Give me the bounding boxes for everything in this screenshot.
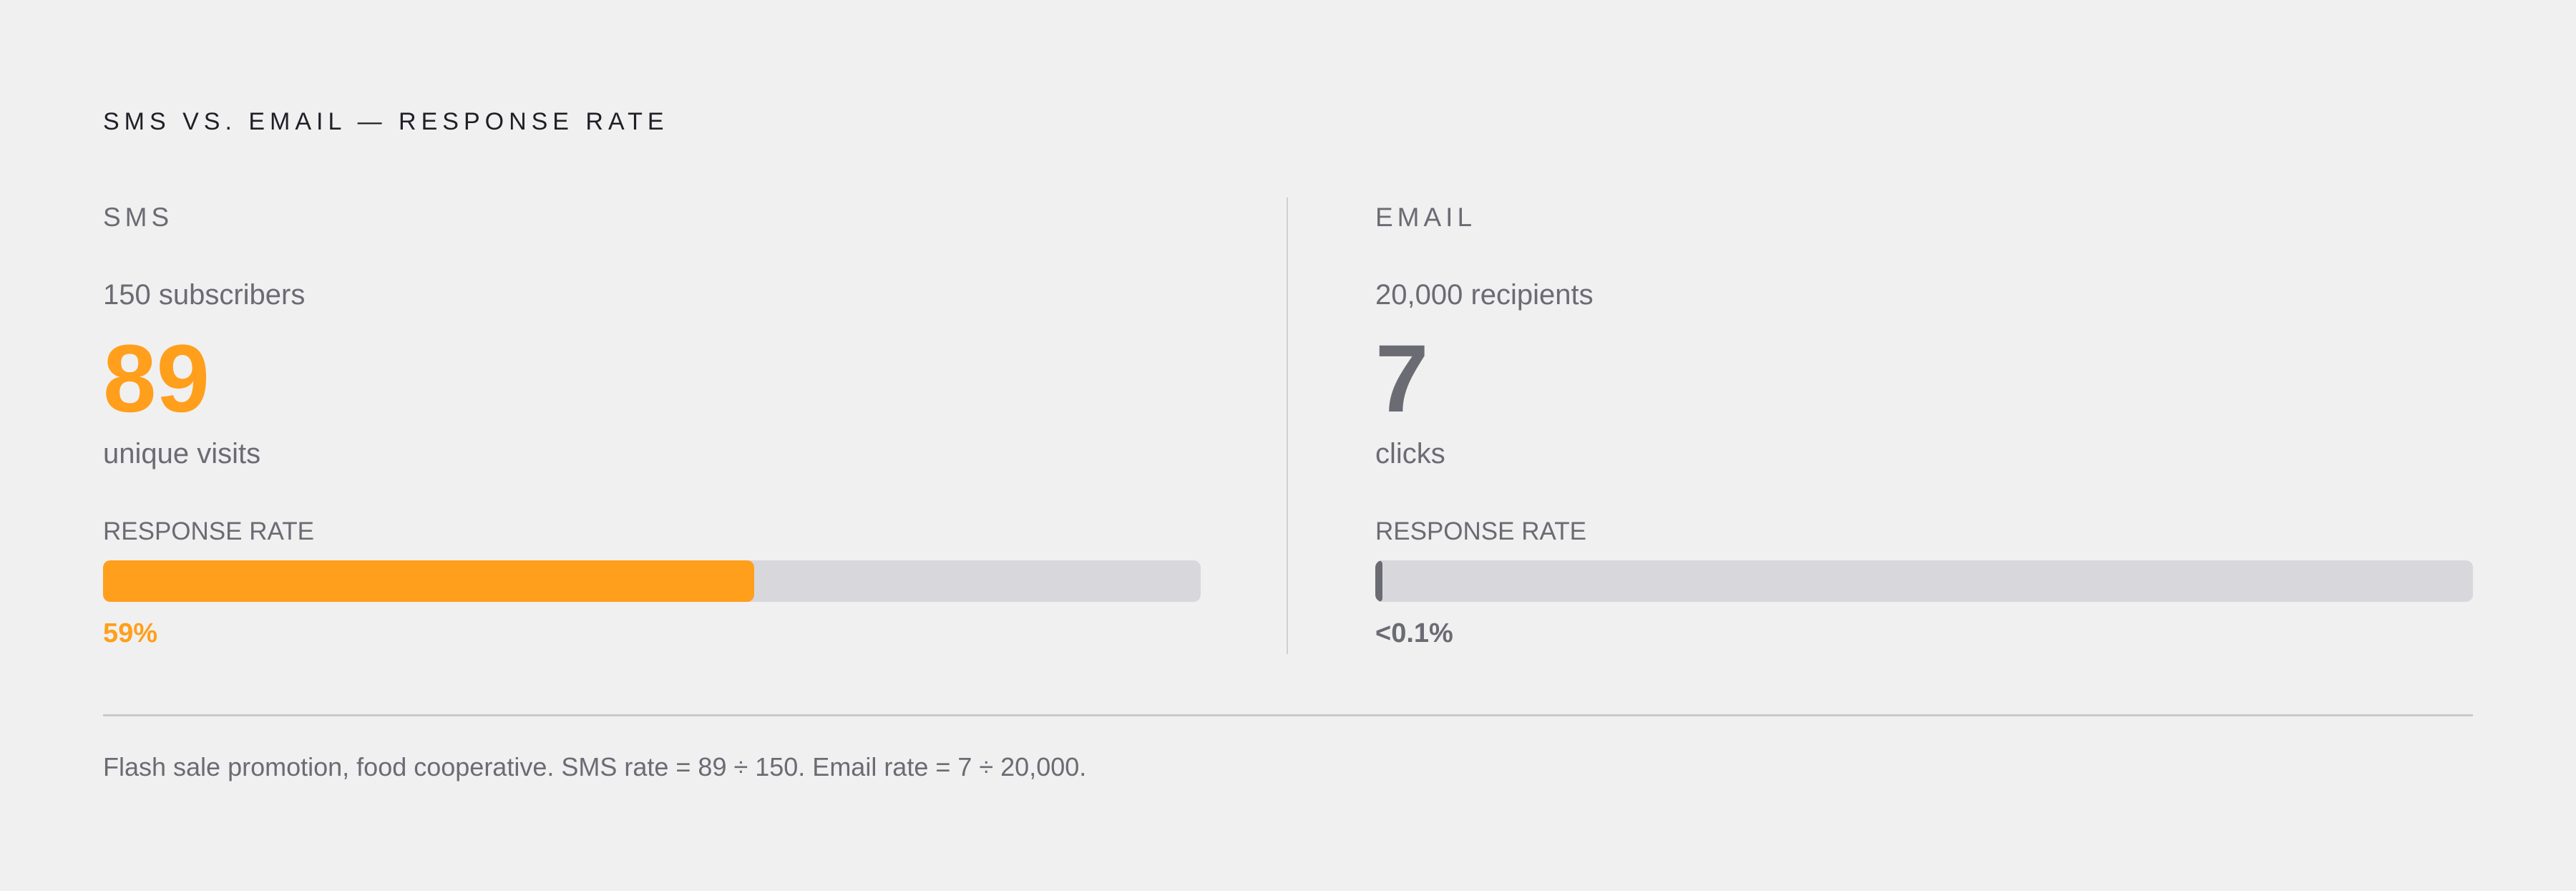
- sms-bar-track: [103, 560, 1201, 602]
- chart-title: SMS VS. EMAIL — RESPONSE RATE: [103, 108, 669, 135]
- email-metric: clicks: [1375, 438, 1445, 469]
- sms-count: 89: [103, 326, 210, 432]
- sms-label: SMS: [103, 203, 174, 232]
- email-label: EMAIL: [1375, 203, 1477, 232]
- sms-metric: unique visits: [103, 438, 261, 469]
- footnote: Flash sale promotion, food cooperative. …: [103, 752, 1087, 782]
- email-count: 7: [1375, 326, 1429, 432]
- sms-bar: [103, 560, 754, 602]
- sms-rate-label: RESPONSE RATE: [103, 517, 314, 545]
- sms-rate-value: 59%: [103, 618, 158, 648]
- sms-audience: 150 subscribers: [103, 279, 306, 311]
- email-rate-value: <0.1%: [1375, 618, 1453, 648]
- email-rate-label: RESPONSE RATE: [1375, 517, 1586, 545]
- sms-panel: SMS 150 subscribers 89 unique visits RES…: [103, 198, 1201, 656]
- email-panel: EMAIL 20,000 recipients 7 clicks RESPONS…: [1375, 198, 2473, 656]
- email-bar: [1375, 560, 1382, 602]
- panel-divider: [1287, 198, 1288, 654]
- email-bar-track: [1375, 560, 2473, 602]
- footer-divider: [103, 714, 2473, 716]
- email-audience: 20,000 recipients: [1375, 279, 1594, 311]
